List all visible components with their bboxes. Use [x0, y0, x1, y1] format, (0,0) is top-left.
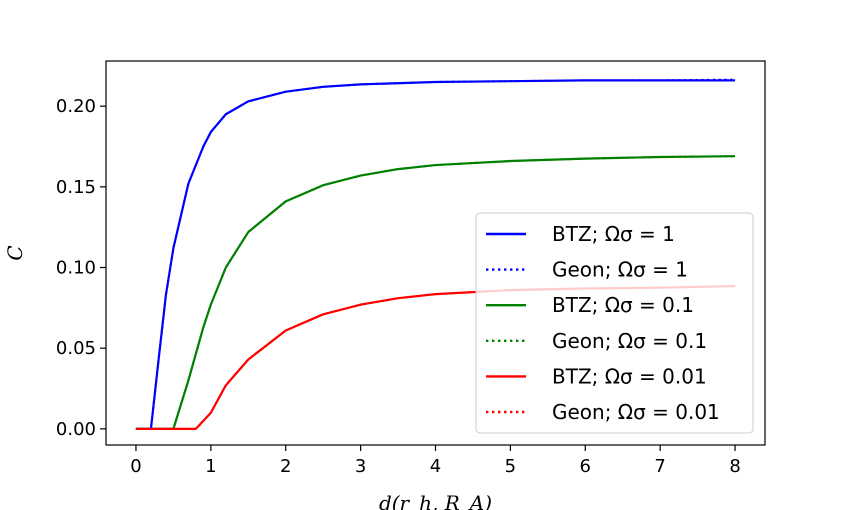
legend: BTZ; Ωσ = 1 Geon; Ωσ = 1 BTZ; Ωσ = 0.1 Geon… [475, 212, 754, 434]
x-tick-label: 7 [654, 456, 665, 477]
y-tick-label: 0.00 [56, 419, 96, 440]
y-tick-label: 0.10 [56, 258, 96, 279]
legend-box [475, 212, 754, 434]
x-tick-label: 3 [355, 456, 366, 477]
legend-entry-1: Geon; Ωσ = 1 [552, 258, 688, 282]
legend-entry-4: BTZ; Ωσ = 0.01 [552, 364, 707, 388]
legend-entry-3: Geon; Ωσ = 0.1 [552, 329, 707, 353]
x-axis-ticks: 0 1 2 3 4 5 6 7 8 [130, 445, 741, 477]
y-axis-label: C [3, 245, 27, 260]
x-axis-label: d(r_h, R_A) [379, 491, 492, 510]
y-axis-ticks: 0.00 0.05 0.10 0.15 0.20 [56, 96, 106, 440]
legend-entry-5: Geon; Ωσ = 0.01 [552, 400, 720, 424]
x-tick-label: 1 [205, 456, 216, 477]
x-tick-label: 8 [729, 456, 740, 477]
series-line-1 [135, 78, 736, 430]
y-tick-label: 0.20 [56, 96, 96, 117]
x-tick-label: 0 [130, 456, 141, 477]
legend-entry-2: BTZ; Ωσ = 0.1 [552, 293, 694, 317]
x-tick-label: 4 [430, 456, 441, 477]
legend-entry-0: BTZ; Ωσ = 1 [552, 222, 675, 246]
x-tick-label: 6 [580, 456, 591, 477]
y-tick-label: 0.15 [56, 177, 96, 198]
series-line-2 [135, 155, 736, 430]
y-tick-label: 0.05 [56, 338, 96, 359]
x-tick-label: 5 [505, 456, 516, 477]
x-tick-label: 2 [280, 456, 291, 477]
